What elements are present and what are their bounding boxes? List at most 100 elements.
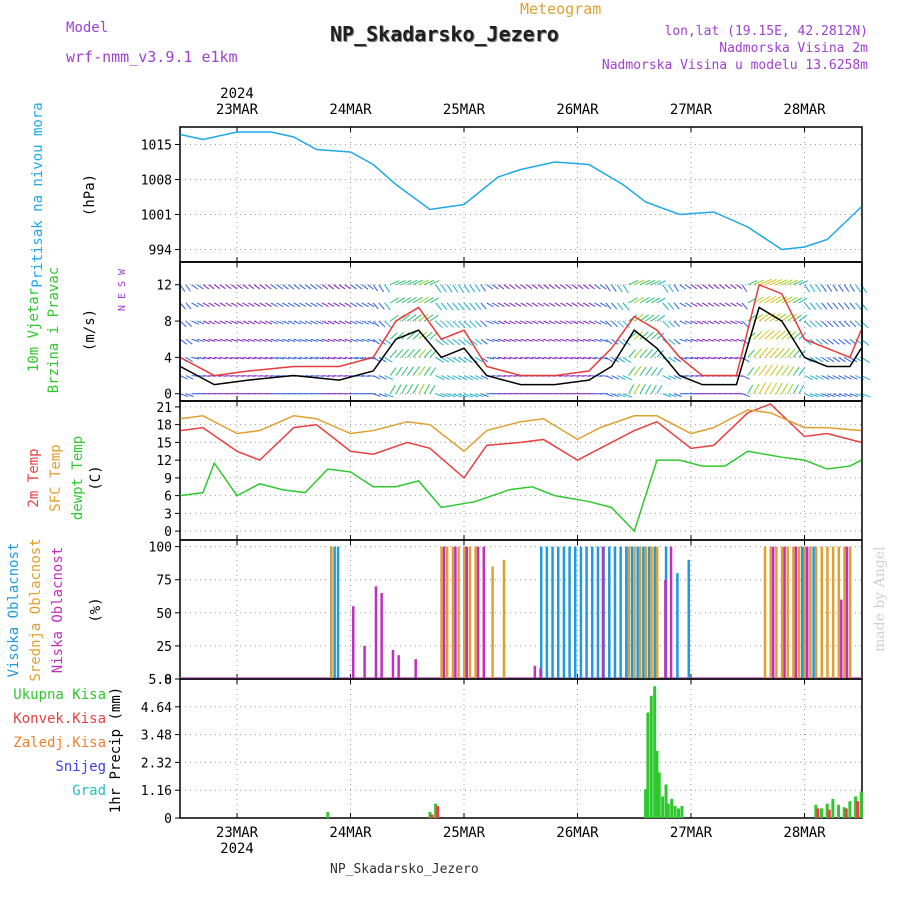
- wind-barb: [775, 382, 783, 394]
- wind-barb: [792, 297, 803, 304]
- top-date-label: 26MAR: [556, 102, 599, 118]
- wind-barb: [685, 302, 692, 307]
- wind-barb: [492, 302, 500, 308]
- cloud-bar: [613, 546, 617, 679]
- wind-barb: [367, 302, 375, 308]
- wind-barb: [758, 312, 771, 322]
- wind-barb: [719, 284, 726, 290]
- cloud-bar: [627, 546, 631, 679]
- wind-barb: [571, 320, 579, 325]
- wind-barb: [395, 279, 406, 286]
- cloud-bar: [374, 586, 378, 679]
- wind-barb: [378, 375, 387, 380]
- wind-barb: [622, 302, 630, 311]
- wind-barb: [724, 320, 732, 325]
- wind-barb: [293, 320, 301, 325]
- precip-bar: [649, 695, 653, 818]
- wind-barb: [253, 284, 261, 290]
- wind-barb: [424, 297, 434, 304]
- wind-barb: [633, 383, 641, 394]
- cloud-bar: [608, 546, 611, 679]
- wind-barb: [509, 356, 517, 360]
- cloud-bar: [330, 546, 333, 679]
- wind-barb: [327, 338, 335, 342]
- wind-barb: [191, 284, 199, 290]
- wind-barb: [197, 338, 205, 343]
- wind-barb: [509, 375, 517, 377]
- wind-barb: [651, 280, 661, 286]
- wind-barb: [560, 302, 567, 307]
- wind-barb: [486, 338, 494, 343]
- wind-barb: [202, 302, 210, 307]
- wind-barb: [651, 297, 661, 304]
- wind-barb: [389, 314, 399, 322]
- wind-barb: [293, 356, 302, 360]
- cloud-bar: [445, 546, 449, 679]
- wind-barb: [248, 284, 255, 290]
- precip-bar: [680, 806, 684, 818]
- wind-barb: [821, 338, 829, 345]
- wind-barb: [605, 302, 612, 310]
- wind-barb: [497, 320, 505, 325]
- wind-barb: [628, 384, 635, 394]
- y-tick-label: 21: [156, 401, 172, 416]
- cloud-bar: [786, 546, 789, 679]
- wind-barb: [543, 284, 550, 290]
- wind-barb: [770, 347, 780, 358]
- panel-frame: [179, 678, 863, 819]
- wind-barb: [418, 314, 428, 322]
- wind-barb: [753, 279, 765, 286]
- wind-barb: [446, 320, 454, 328]
- wind-barb: [423, 366, 431, 376]
- wind-barb: [372, 375, 381, 380]
- wind-barb: [197, 302, 205, 308]
- wind-barb: [843, 284, 850, 292]
- wind-barb: [412, 314, 423, 322]
- wind-barb: [441, 393, 450, 398]
- wind-barb: [367, 284, 375, 290]
- cloud-bar: [638, 546, 642, 679]
- wind-barb: [775, 347, 785, 358]
- cloud-bar: [545, 546, 549, 679]
- wind-barb: [520, 320, 528, 325]
- wind-barb: [441, 356, 450, 363]
- wind-barb: [287, 338, 296, 343]
- wind-barb: [407, 297, 417, 304]
- wind-barb: [214, 284, 221, 290]
- wind-barb: [696, 320, 704, 325]
- wind-barb: [804, 320, 812, 328]
- wind-barb: [764, 382, 772, 394]
- wind-barb: [764, 330, 775, 340]
- wind-barb: [412, 331, 422, 340]
- cloud-bar: [468, 546, 472, 679]
- wind-barb: [503, 284, 510, 290]
- wind-barb: [821, 320, 828, 328]
- wind-barb: [412, 279, 424, 286]
- wind-barb: [389, 297, 399, 304]
- cloud-bar: [650, 546, 653, 679]
- wind-barb: [775, 296, 788, 304]
- wind-barb: [809, 375, 819, 380]
- cloud-axis-title-high: Visoka Oblacnost: [6, 543, 22, 678]
- wind-barb: [713, 284, 720, 290]
- wind-barb: [225, 284, 232, 290]
- y-tick-label: 5.8: [149, 673, 172, 688]
- cloud-bar: [769, 546, 772, 679]
- wind-barb: [412, 366, 420, 376]
- wind-barb: [566, 356, 573, 360]
- wind-barb: [838, 302, 845, 310]
- y-tick-label: 1.16: [141, 784, 172, 799]
- wind-barb: [838, 320, 845, 328]
- wind-barb: [401, 366, 409, 376]
- wind-barb: [259, 302, 267, 307]
- cloud-bar: [812, 546, 815, 679]
- wind-barb: [650, 384, 657, 394]
- wind-barb: [548, 302, 556, 307]
- wind-barb: [435, 393, 445, 398]
- wind-barb: [531, 356, 539, 360]
- cloud-bar: [814, 546, 818, 679]
- precip-legend-item: Snijeg: [55, 759, 106, 775]
- wind-barb: [367, 338, 376, 343]
- wind-barb: [679, 338, 687, 343]
- wind-barb: [622, 375, 632, 381]
